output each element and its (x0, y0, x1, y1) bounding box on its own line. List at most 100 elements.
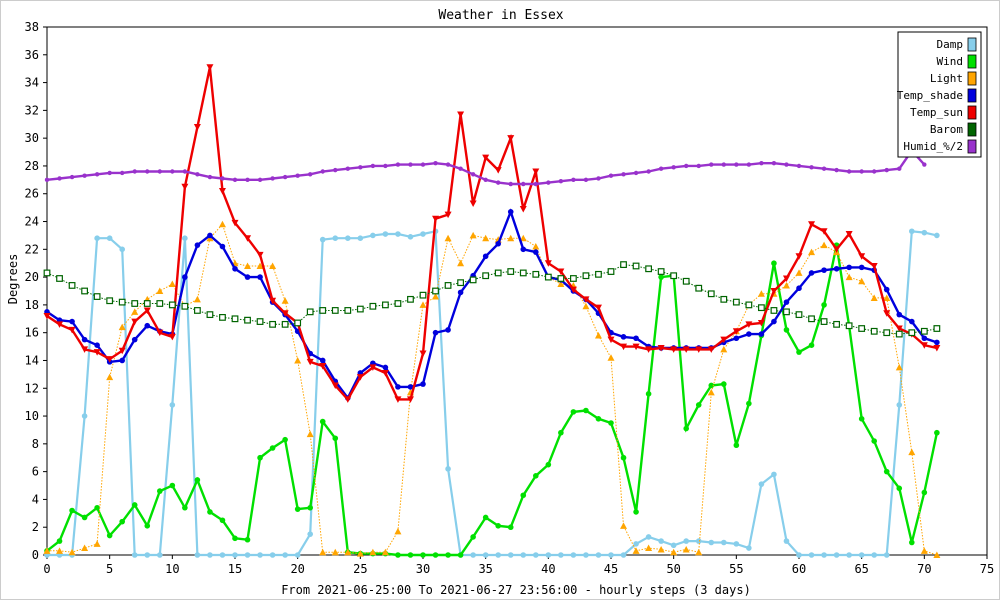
data-point (833, 552, 840, 558)
data-point (157, 169, 162, 174)
data-point (306, 430, 314, 438)
data-point (682, 346, 690, 353)
data-point (920, 342, 928, 349)
data-point (94, 235, 100, 241)
data-point (407, 295, 414, 303)
data-point (408, 162, 413, 167)
data-point (657, 268, 665, 275)
data-point (783, 299, 790, 305)
data-point (344, 548, 352, 556)
data-point (144, 552, 151, 558)
data-point (508, 181, 513, 187)
data-point (145, 169, 150, 174)
data-point (68, 282, 76, 289)
data-point (557, 280, 565, 288)
data-point (57, 176, 62, 181)
data-point (783, 538, 790, 544)
y-tick-label: 8 (32, 437, 39, 451)
data-point (245, 177, 250, 183)
data-point (320, 169, 325, 174)
data-point (871, 438, 877, 444)
legend-swatch (967, 105, 977, 120)
data-point (896, 485, 903, 492)
data-point (596, 176, 601, 181)
data-point (782, 281, 790, 289)
data-point (808, 552, 815, 558)
data-point (232, 535, 238, 542)
data-point (520, 492, 527, 499)
data-point (795, 269, 803, 276)
data-point (707, 388, 715, 396)
data-point (519, 234, 527, 242)
data-point (532, 168, 540, 176)
data-point (695, 538, 702, 544)
data-point (595, 552, 602, 558)
y-tick-label: 20 (25, 270, 39, 284)
data-point (381, 369, 389, 377)
data-point (858, 253, 866, 260)
y-tick-label: 28 (25, 159, 39, 173)
data-point (872, 169, 877, 174)
data-point (244, 274, 251, 280)
x-tick-label: 40 (541, 562, 555, 576)
data-point (684, 163, 689, 169)
y-tick-label: 30 (25, 131, 39, 145)
data-point (658, 166, 664, 171)
data-point (796, 285, 802, 292)
data-point (821, 302, 827, 308)
data-point (758, 481, 765, 487)
data-point (834, 167, 839, 173)
legend: Damp Wind Light Temp_shade Temp_sun Barom Humi… (897, 31, 982, 158)
data-point (558, 552, 564, 558)
data-point (909, 318, 915, 325)
data-point (507, 135, 515, 142)
series-wind (44, 242, 940, 558)
data-point (307, 531, 314, 537)
y-tick-label: 26 (25, 187, 39, 201)
data-point (395, 162, 401, 167)
data-point (520, 552, 527, 558)
data-point (256, 251, 264, 259)
data-point (306, 358, 314, 366)
data-point (432, 293, 440, 300)
x-tick-label: 0 (43, 562, 50, 576)
data-point (81, 413, 88, 419)
data-point (846, 264, 852, 271)
y-tick-label: 12 (25, 381, 39, 395)
data-point (407, 234, 414, 240)
data-point (306, 308, 314, 316)
x-tick-label: 50 (666, 562, 680, 576)
data-point (607, 268, 615, 275)
data-point (545, 461, 552, 468)
data-point (858, 264, 865, 271)
data-point (569, 286, 577, 294)
series-line (46, 208, 938, 401)
data-point (157, 552, 163, 558)
data-point (69, 318, 75, 325)
data-point (921, 335, 928, 342)
data-point (808, 221, 816, 228)
data-point (933, 344, 941, 352)
data-point (757, 304, 765, 312)
data-point (682, 277, 690, 285)
data-point (181, 302, 189, 310)
data-point (670, 542, 677, 549)
y-tick-label: 22 (25, 242, 39, 256)
data-point (909, 228, 915, 235)
data-point (582, 302, 590, 310)
data-point (507, 524, 514, 531)
y-tick-label: 32 (25, 103, 39, 117)
data-point (707, 346, 715, 353)
data-point (908, 448, 916, 456)
data-point (257, 552, 263, 558)
data-point (720, 336, 728, 344)
data-point (269, 445, 276, 451)
data-point (68, 326, 76, 334)
data-point (820, 228, 828, 235)
data-point (809, 165, 814, 170)
data-point (207, 174, 213, 180)
data-point (695, 402, 702, 408)
data-point (682, 545, 690, 553)
data-point (143, 300, 151, 307)
y-tick-label: 4 (32, 492, 39, 506)
